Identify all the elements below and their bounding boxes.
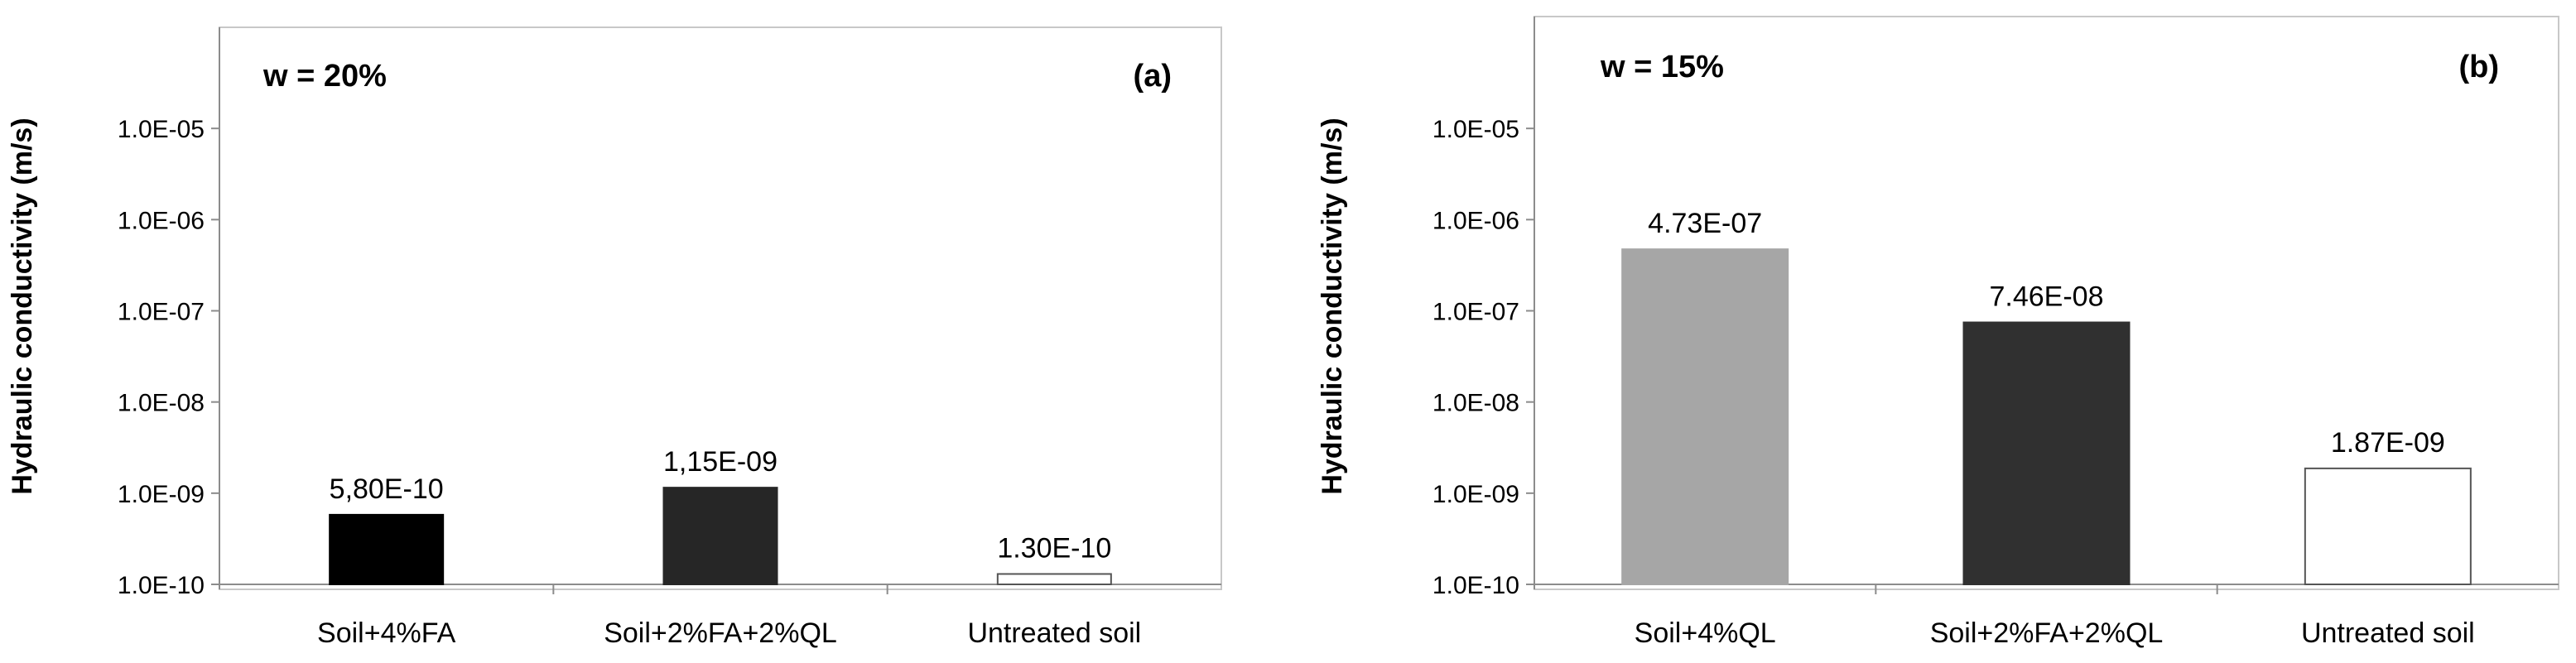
bar (2304, 467, 2472, 585)
moisture-annotation: w = 20% (262, 59, 387, 94)
y-tick-label: 1.0E-08 (1432, 390, 1519, 417)
x-category-label: Soil+4%QL (1635, 617, 1776, 649)
moisture-annotation: w = 15% (1600, 50, 1724, 84)
y-tick-label: 1.0E-07 (1432, 299, 1519, 326)
bar-value-label: 4.73E-07 (1648, 208, 1762, 239)
y-tick-label: 1.0E-10 (1432, 572, 1519, 599)
bar-value-label: 1.30E-10 (997, 532, 1111, 564)
x-category-label: Soil+2%FA+2%QL (604, 617, 837, 649)
bar (1621, 248, 1789, 585)
y-tick-label: 1.0E-06 (118, 207, 205, 234)
y-tick-label: 1.0E-06 (1432, 207, 1519, 234)
y-tick-label: 1.0E-05 (118, 116, 205, 143)
bar (329, 513, 445, 586)
y-axis-title: Hydraulic conductivity (m/s) (1317, 118, 1348, 494)
y-tick-label: 1.0E-09 (1432, 481, 1519, 508)
y-axis-title: Hydraulic conductivity (m/s) (7, 118, 38, 494)
y-tick-label: 1.0E-10 (118, 572, 205, 599)
bar (662, 487, 778, 586)
y-tick-label: 1.0E-07 (118, 299, 205, 326)
x-category-label: Untreated soil (967, 617, 1141, 649)
x-category-label: Untreated soil (2301, 617, 2475, 649)
bar-value-label: 1,15E-09 (663, 446, 778, 478)
y-tick-label: 1.0E-05 (1432, 116, 1519, 143)
bar-value-label: 5,80E-10 (330, 473, 444, 505)
bar (1962, 321, 2131, 585)
x-category-label: Soil+4%FA (317, 617, 456, 649)
bar (996, 573, 1112, 586)
y-tick-label: 1.0E-09 (118, 481, 205, 508)
panel-tag: (a) (1134, 59, 1172, 94)
y-tick-label: 1.0E-08 (118, 390, 205, 417)
x-category-label: Soil+2%FA+2%QL (1930, 617, 2164, 649)
bar-value-label: 7.46E-08 (1990, 281, 2104, 313)
panel-tag: (b) (2458, 50, 2499, 84)
bar-value-label: 1.87E-09 (2331, 427, 2445, 459)
